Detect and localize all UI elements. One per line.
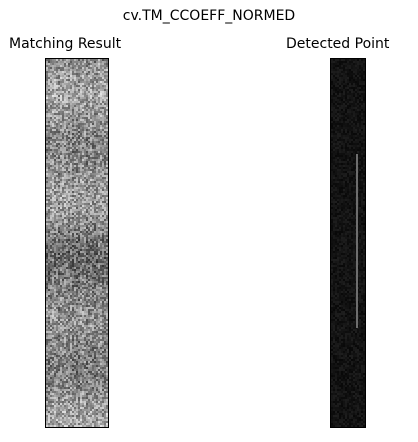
detected-point-image — [330, 58, 366, 428]
matching-result-title: Matching Result — [9, 36, 122, 52]
figure-title: cv.TM_CCOEFF_NORMED — [122, 8, 296, 24]
detected-match-line — [356, 154, 358, 328]
matching-result-noise-texture — [46, 59, 108, 427]
detected-point-texture — [331, 59, 365, 427]
detected-point-title: Detected Point — [286, 36, 390, 52]
matching-result-image — [45, 58, 109, 428]
